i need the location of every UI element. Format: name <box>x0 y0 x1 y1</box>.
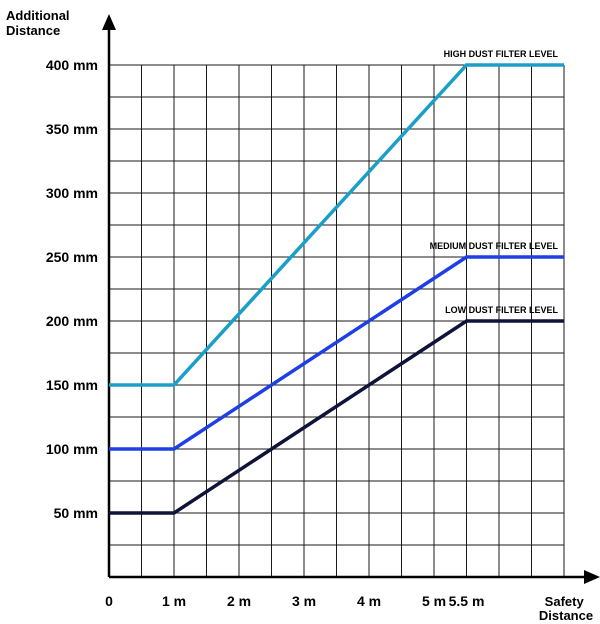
y-tick-label: 400 mm <box>46 57 98 73</box>
series-label-3: LOW DUST FILTER LEVEL <box>445 305 558 315</box>
series-line-2 <box>109 255 564 451</box>
y-axis-arrow <box>102 14 116 30</box>
y-tick-label: 300 mm <box>46 185 98 201</box>
y-tick-label: 100 mm <box>46 441 98 457</box>
x-tick-label: 2 m <box>227 593 251 609</box>
x-tick-label: 3 m <box>292 593 316 609</box>
series-label-1: HIGH DUST FILTER LEVEL <box>444 49 559 59</box>
y-tick-label: 350 mm <box>46 121 98 137</box>
x-tick-label: 5.5 m <box>449 593 485 609</box>
y-axis-title-line-2: Distance <box>6 23 60 38</box>
x-tick-label: 5 m <box>422 593 446 609</box>
y-tick-label: 200 mm <box>46 313 98 329</box>
x-tick-label: 4 m <box>357 593 381 609</box>
series-line-3 <box>109 319 564 515</box>
x-axis-title: Safety Distance <box>539 594 593 623</box>
y-tick-label: 150 mm <box>46 377 98 393</box>
axes <box>102 14 600 584</box>
y-tick-label: 50 mm <box>54 505 98 521</box>
series-line-1 <box>109 63 564 387</box>
x-tick-label: 0 <box>105 593 113 609</box>
x-axis-arrow <box>584 570 600 584</box>
y-tick-label: 250 mm <box>46 249 98 265</box>
x-axis-title-line-1: Safety <box>545 594 585 609</box>
series-label-2: MEDIUM DUST FILTER LEVEL <box>430 241 559 251</box>
label-layer: 50 mm 100 mm 150 mm 200 mm 250 mm 300 mm 350 m… <box>46 49 559 609</box>
x-axis-title-line-2: Distance <box>539 608 593 623</box>
x-tick-label: 1 m <box>162 593 186 609</box>
y-axis-title: Additional Distance <box>6 8 73 38</box>
y-axis-title-line-1: Additional <box>6 8 70 23</box>
series-layer <box>109 63 564 515</box>
